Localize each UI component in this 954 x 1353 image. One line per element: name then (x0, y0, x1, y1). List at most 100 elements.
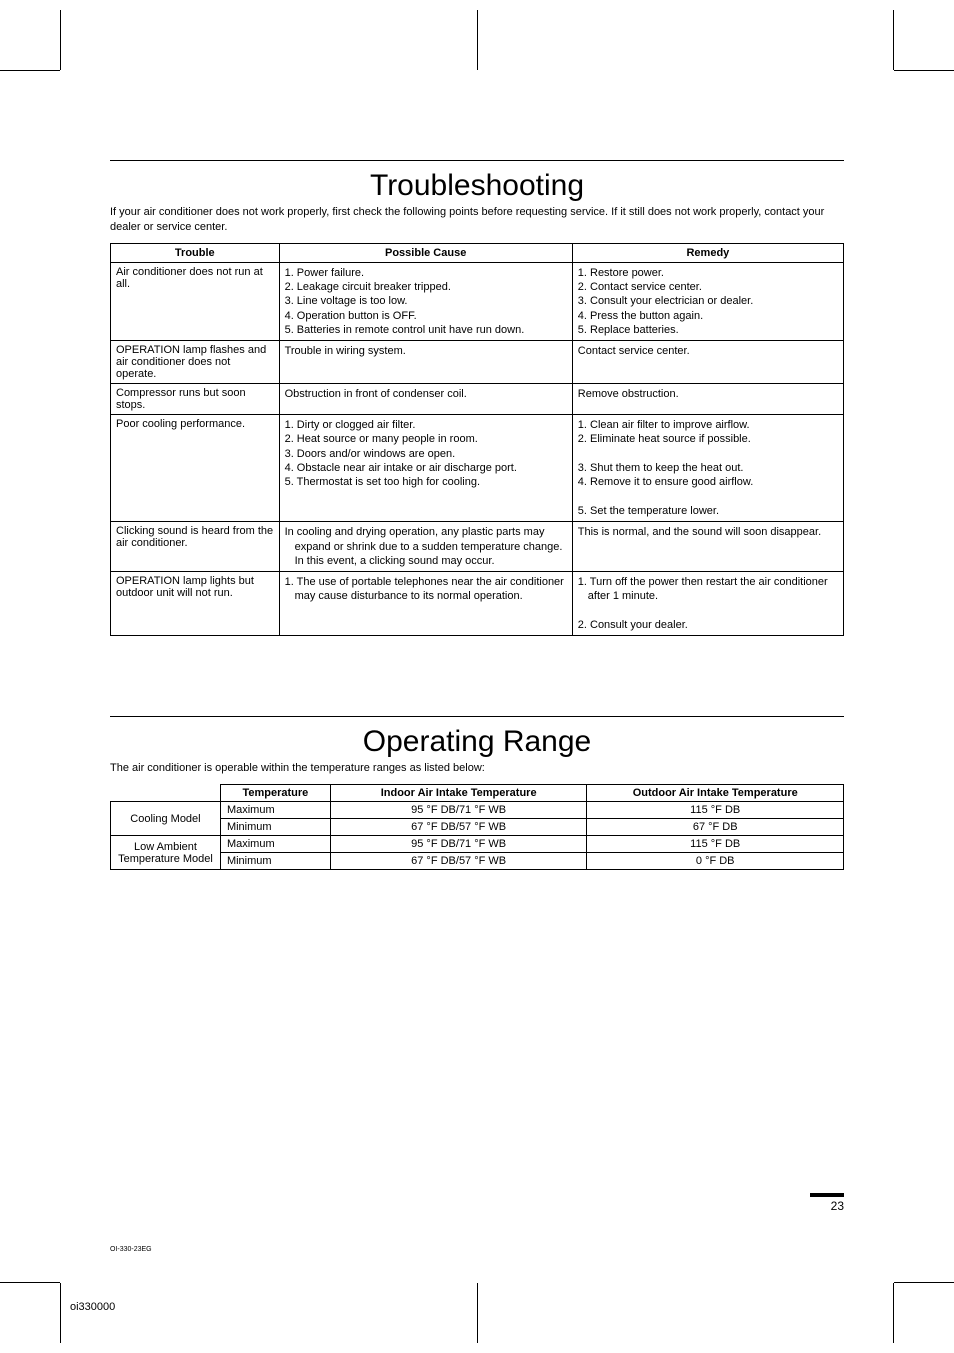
crop-mark (0, 70, 60, 71)
remedy-item: 1. Clean air filter to improve airflow. (578, 418, 838, 432)
cause-item: In cooling and drying operation, any pla… (285, 525, 567, 568)
troubleshooting-intro: If your air conditioner does not work pr… (110, 205, 844, 235)
trouble-cell: Compressor runs but soon stops. (111, 384, 280, 415)
remedy-item: 4. Remove it to ensure good airflow. (578, 475, 838, 489)
remedy-item: 2. Eliminate heat source if possible. (578, 432, 838, 446)
table-row: Air conditioner does not run at all.1. P… (111, 262, 844, 340)
operating-range-section: Operating Range The air conditioner is o… (110, 716, 844, 870)
remedy-item: 2. Contact service center. (578, 280, 838, 294)
cause-item: 1. Dirty or clogged air filter. (285, 418, 567, 432)
cause-cell: 1. Dirty or clogged air filter.2. Heat s… (279, 415, 572, 522)
footer-bar (810, 1193, 844, 1197)
section-title-operating-range: Operating Range (110, 725, 844, 759)
table-row: Low Ambient Temperature ModelMaximum95 °… (111, 836, 844, 853)
cause-item: 3. Doors and/or windows are open. (285, 447, 567, 461)
remedy-item: 5. Set the temperature lower. (578, 504, 838, 518)
troubleshooting-table: Trouble Possible Cause Remedy Air condit… (110, 243, 844, 637)
remedy-item: 3. Consult your electrician or dealer. (578, 294, 838, 308)
range-outdoor: 115 °F DB (587, 802, 844, 819)
remedy-cell: 1. Clean air filter to improve airflow.2… (572, 415, 843, 522)
table-row: OPERATION lamp lights but outdoor unit w… (111, 572, 844, 636)
range-temp-label: Maximum (220, 836, 330, 853)
range-outdoor: 67 °F DB (587, 819, 844, 836)
remedy-cell: This is normal, and the sound will soon … (572, 522, 843, 572)
cause-cell: In cooling and drying operation, any pla… (279, 522, 572, 572)
crop-mark (893, 1283, 894, 1343)
range-group-label: Cooling Model (111, 802, 221, 836)
crop-mark (893, 10, 894, 70)
remedy-item: Remove obstruction. (578, 387, 838, 401)
th-outdoor: Outdoor Air Intake Temperature (587, 785, 844, 802)
table-row: Compressor runs but soon stops. Obstructi… (111, 384, 844, 415)
table-row: Poor cooling performance.1. Dirty or clo… (111, 415, 844, 522)
cause-item: 4. Operation button is OFF. (285, 309, 567, 323)
crop-mark (477, 10, 478, 70)
divider (110, 160, 844, 161)
crop-mark (0, 1282, 60, 1283)
table-row: OPERATION lamp flashes and air condition… (111, 341, 844, 384)
doc-id: OI-330-23EG (110, 1246, 152, 1253)
trouble-cell: OPERATION lamp flashes and air condition… (111, 341, 280, 384)
range-indoor: 67 °F DB/57 °F WB (330, 853, 587, 870)
remedy-item: 2. Consult your dealer. (578, 618, 838, 632)
table-row: Clicking sound is heard from the air con… (111, 522, 844, 572)
cause-item: 5. Thermostat is set too high for coolin… (285, 475, 567, 489)
trouble-cell: Clicking sound is heard from the air con… (111, 522, 280, 572)
remedy-item: This is normal, and the sound will soon … (578, 525, 838, 539)
table-row: Cooling ModelMaximum95 °F DB/71 °F WB115… (111, 802, 844, 819)
cause-item: Trouble in wiring system. (285, 344, 567, 358)
table-row: Minimum67 °F DB/57 °F WB0 °F DB (111, 853, 844, 870)
range-temp-label: Maximum (220, 802, 330, 819)
cause-cell: Trouble in wiring system. (279, 341, 572, 384)
trouble-cell: OPERATION lamp lights but outdoor unit w… (111, 572, 280, 636)
cause-cell: 1. The use of portable telephones near t… (279, 572, 572, 636)
cause-item: 3. Line voltage is too low. (285, 294, 567, 308)
cause-cell: 1. Power failure.2. Leakage circuit brea… (279, 262, 572, 340)
crop-mark (894, 1282, 954, 1283)
remedy-item: 1. Restore power. (578, 266, 838, 280)
crop-mark (60, 10, 61, 70)
remedy-item: 4. Press the button again. (578, 309, 838, 323)
range-temp-label: Minimum (220, 819, 330, 836)
cause-cell: Obstruction in front of condenser coil. (279, 384, 572, 415)
remedy-item: Contact service center. (578, 344, 838, 358)
remedy-item (578, 490, 838, 504)
th-trouble: Trouble (111, 243, 280, 262)
doc-ident: oi330000 (70, 1301, 115, 1313)
section-title-troubleshooting: Troubleshooting (110, 169, 844, 203)
divider (110, 716, 844, 717)
remedy-cell: 1. Restore power.2. Contact service cent… (572, 262, 843, 340)
table-row: Minimum67 °F DB/57 °F WB67 °F DB (111, 819, 844, 836)
remedy-item: 1. Turn off the power then restart the a… (578, 575, 838, 604)
remedy-item (578, 447, 838, 461)
page-content: Troubleshooting If your air conditioner … (110, 160, 844, 870)
th-cause: Possible Cause (279, 243, 572, 262)
cause-item: 4. Obstacle near air intake or air disch… (285, 461, 567, 475)
crop-mark (60, 1283, 61, 1343)
remedy-cell: Remove obstruction. (572, 384, 843, 415)
operating-range-intro: The air conditioner is operable within t… (110, 761, 844, 776)
range-indoor: 95 °F DB/71 °F WB (330, 802, 587, 819)
page-number: 23 (831, 1199, 844, 1213)
range-indoor: 95 °F DB/71 °F WB (330, 836, 587, 853)
remedy-cell: 1. Turn off the power then restart the a… (572, 572, 843, 636)
trouble-cell: Air conditioner does not run at all. (111, 262, 280, 340)
range-outdoor: 0 °F DB (587, 853, 844, 870)
cause-item: Obstruction in front of condenser coil. (285, 387, 567, 401)
trouble-cell: Poor cooling performance. (111, 415, 280, 522)
th-blank (111, 785, 221, 802)
operating-range-table: Temperature Indoor Air Intake Temperatur… (110, 784, 844, 870)
remedy-item (578, 604, 838, 618)
range-temp-label: Minimum (220, 853, 330, 870)
crop-mark (894, 70, 954, 71)
range-indoor: 67 °F DB/57 °F WB (330, 819, 587, 836)
remedy-cell: Contact service center. (572, 341, 843, 384)
cause-item: 2. Heat source or many people in room. (285, 432, 567, 446)
cause-item: 5. Batteries in remote control unit have… (285, 323, 567, 337)
crop-mark (477, 1283, 478, 1343)
th-indoor: Indoor Air Intake Temperature (330, 785, 587, 802)
range-group-label: Low Ambient Temperature Model (111, 836, 221, 870)
th-remedy: Remedy (572, 243, 843, 262)
cause-item: 1. Power failure. (285, 266, 567, 280)
th-temperature: Temperature (220, 785, 330, 802)
